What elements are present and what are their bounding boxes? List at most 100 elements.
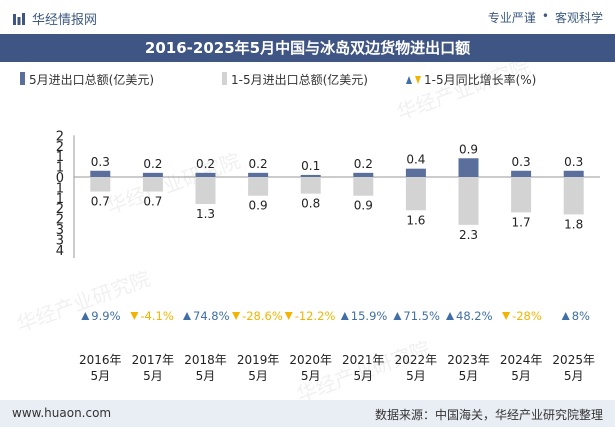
top-bar: 华经情报网 专业严谨 • 客观科学 (0, 0, 615, 34)
bar-month (90, 170, 111, 177)
bar-cumulative (405, 177, 426, 211)
bar-month (405, 168, 426, 177)
data-label-cumulative: 1.7 (512, 215, 531, 229)
growth-up-triangle-icon (446, 312, 454, 320)
data-label-month: 0.4 (406, 153, 425, 167)
growth-label: -28.6% (242, 309, 283, 323)
y-tick-label: 3 (56, 233, 64, 248)
growth-down-triangle-icon (130, 312, 139, 320)
y-tick-label: 1 (56, 150, 64, 165)
data-label-month: 0.3 (91, 155, 110, 169)
data-label-cumulative: 0.8 (301, 197, 320, 211)
x-tick-label-year: 2017年 (132, 353, 175, 367)
data-label-cumulative: 1.6 (406, 213, 425, 227)
y-tick-label: 2 (56, 140, 64, 155)
data-label-month: 0.2 (196, 157, 215, 171)
x-tick-label-year: 2024年 (500, 353, 543, 367)
growth-label: -12.2% (295, 309, 336, 323)
data-label-cumulative: 0.7 (91, 195, 110, 209)
footer-site: www.huaon.com (12, 406, 112, 420)
bar-month (142, 172, 163, 177)
x-tick-label-month: 5月 (196, 369, 216, 383)
growth-up-triangle-icon (183, 312, 191, 320)
x-tick-label-month: 5月 (511, 369, 531, 383)
bar-cumulative (353, 177, 374, 196)
data-label-cumulative: 2.3 (459, 228, 478, 242)
growth-label: -28% (512, 309, 542, 323)
growth-label: 9.9% (91, 309, 120, 323)
x-tick-label-year: 2025年 (552, 353, 595, 367)
growth-down-triangle-icon (232, 312, 241, 320)
bar-month (195, 172, 216, 177)
data-label-cumulative: 0.9 (354, 199, 373, 213)
bar-cumulative (248, 177, 269, 196)
growth-label: 71.5% (403, 309, 440, 323)
logo-text: 华经情报网 (32, 13, 98, 28)
data-label-cumulative: 0.9 (249, 199, 268, 213)
y-tick-label: 1 (56, 192, 64, 207)
chart: 华经产业研究院华经产业研究院华经产业研究院华经产业研究院5月进出口总额(亿美元)… (14, 62, 600, 400)
x-tick-label-month: 5月 (406, 369, 426, 383)
bar-month (300, 174, 321, 177)
data-label-month: 0.2 (143, 157, 162, 171)
x-tick-label-month: 5月 (564, 369, 584, 383)
x-tick-label-year: 2018年 (184, 353, 227, 367)
chart-title: 2016-2025年5月中国与冰岛双边货物进出口额 (0, 34, 615, 62)
bar-cumulative (142, 177, 163, 192)
data-label-month: 0.3 (564, 155, 583, 169)
tag-separator: • (541, 9, 549, 23)
bar-month (563, 170, 584, 177)
growth-label: 48.2% (456, 309, 493, 323)
legend-down-triangle-icon (415, 76, 421, 84)
bar-cumulative (90, 177, 111, 192)
data-label-cumulative: 1.8 (564, 217, 583, 231)
x-tick-label-year: 2019年 (237, 353, 280, 367)
growth-label: -4.1% (140, 309, 173, 323)
y-tick-label: 1 (56, 181, 64, 196)
y-tick-label: 2 (56, 202, 64, 217)
logo-bars-icon (13, 12, 25, 25)
x-tick-label-month: 5月 (459, 369, 479, 383)
y-tick-label: 1 (56, 161, 64, 176)
bar-month (458, 158, 479, 177)
data-label-month: 0.3 (512, 155, 531, 169)
legend-up-triangle-icon (406, 76, 412, 84)
x-tick-label-year: 2023年 (447, 353, 490, 367)
legend-label-cumulative: 1-5月进出口总额(亿美元) (231, 72, 368, 87)
x-tick-label-year: 2022年 (395, 353, 438, 367)
bar-month (511, 170, 532, 177)
legend-label-month: 5月进出口总额(亿美元) (29, 72, 154, 87)
bar-cumulative (563, 177, 584, 215)
watermark-text: 华经产业研究院 (104, 148, 244, 218)
y-tick-label: 3 (56, 223, 64, 238)
bar-month (248, 172, 269, 177)
x-tick-label-month: 5月 (143, 369, 163, 383)
footer-bar: www.huaon.com 数据来源：中国海关，华经产业研究院整理 (0, 400, 615, 427)
footer-source: 数据来源：中国海关，华经产业研究院整理 (374, 408, 603, 422)
growth-label: 15.9% (351, 309, 388, 323)
x-tick-label-month: 5月 (301, 369, 321, 383)
x-tick-label-year: 2016年 (79, 353, 122, 367)
y-tick-label: 4 (56, 244, 64, 259)
growth-up-triangle-icon (81, 312, 90, 320)
tag-professional: 专业严谨 (487, 11, 536, 25)
bar-cumulative (511, 177, 532, 213)
bar-cumulative (195, 177, 216, 205)
data-label-month: 0.2 (249, 157, 268, 171)
data-label-month: 0.1 (301, 159, 320, 173)
y-tick-label: 2 (56, 129, 64, 144)
growth-label: 74.8% (193, 309, 230, 323)
watermark-text: 华经产业研究院 (14, 266, 154, 336)
y-tick-label: 2 (56, 213, 64, 228)
x-tick-label-year: 2021年 (342, 353, 385, 367)
data-label-cumulative: 1.3 (196, 207, 215, 221)
x-tick-label-month: 5月 (353, 369, 373, 383)
logo: 华经情报网 (12, 9, 97, 28)
bar-month (353, 172, 374, 177)
tag-objective: 客观科学 (554, 11, 603, 25)
legend-swatch-cumulative (222, 72, 227, 85)
x-tick-label-month: 5月 (90, 369, 110, 383)
growth-down-triangle-icon (284, 312, 293, 320)
bar-cumulative (300, 177, 321, 194)
y-tick-label: 0 (56, 171, 64, 186)
